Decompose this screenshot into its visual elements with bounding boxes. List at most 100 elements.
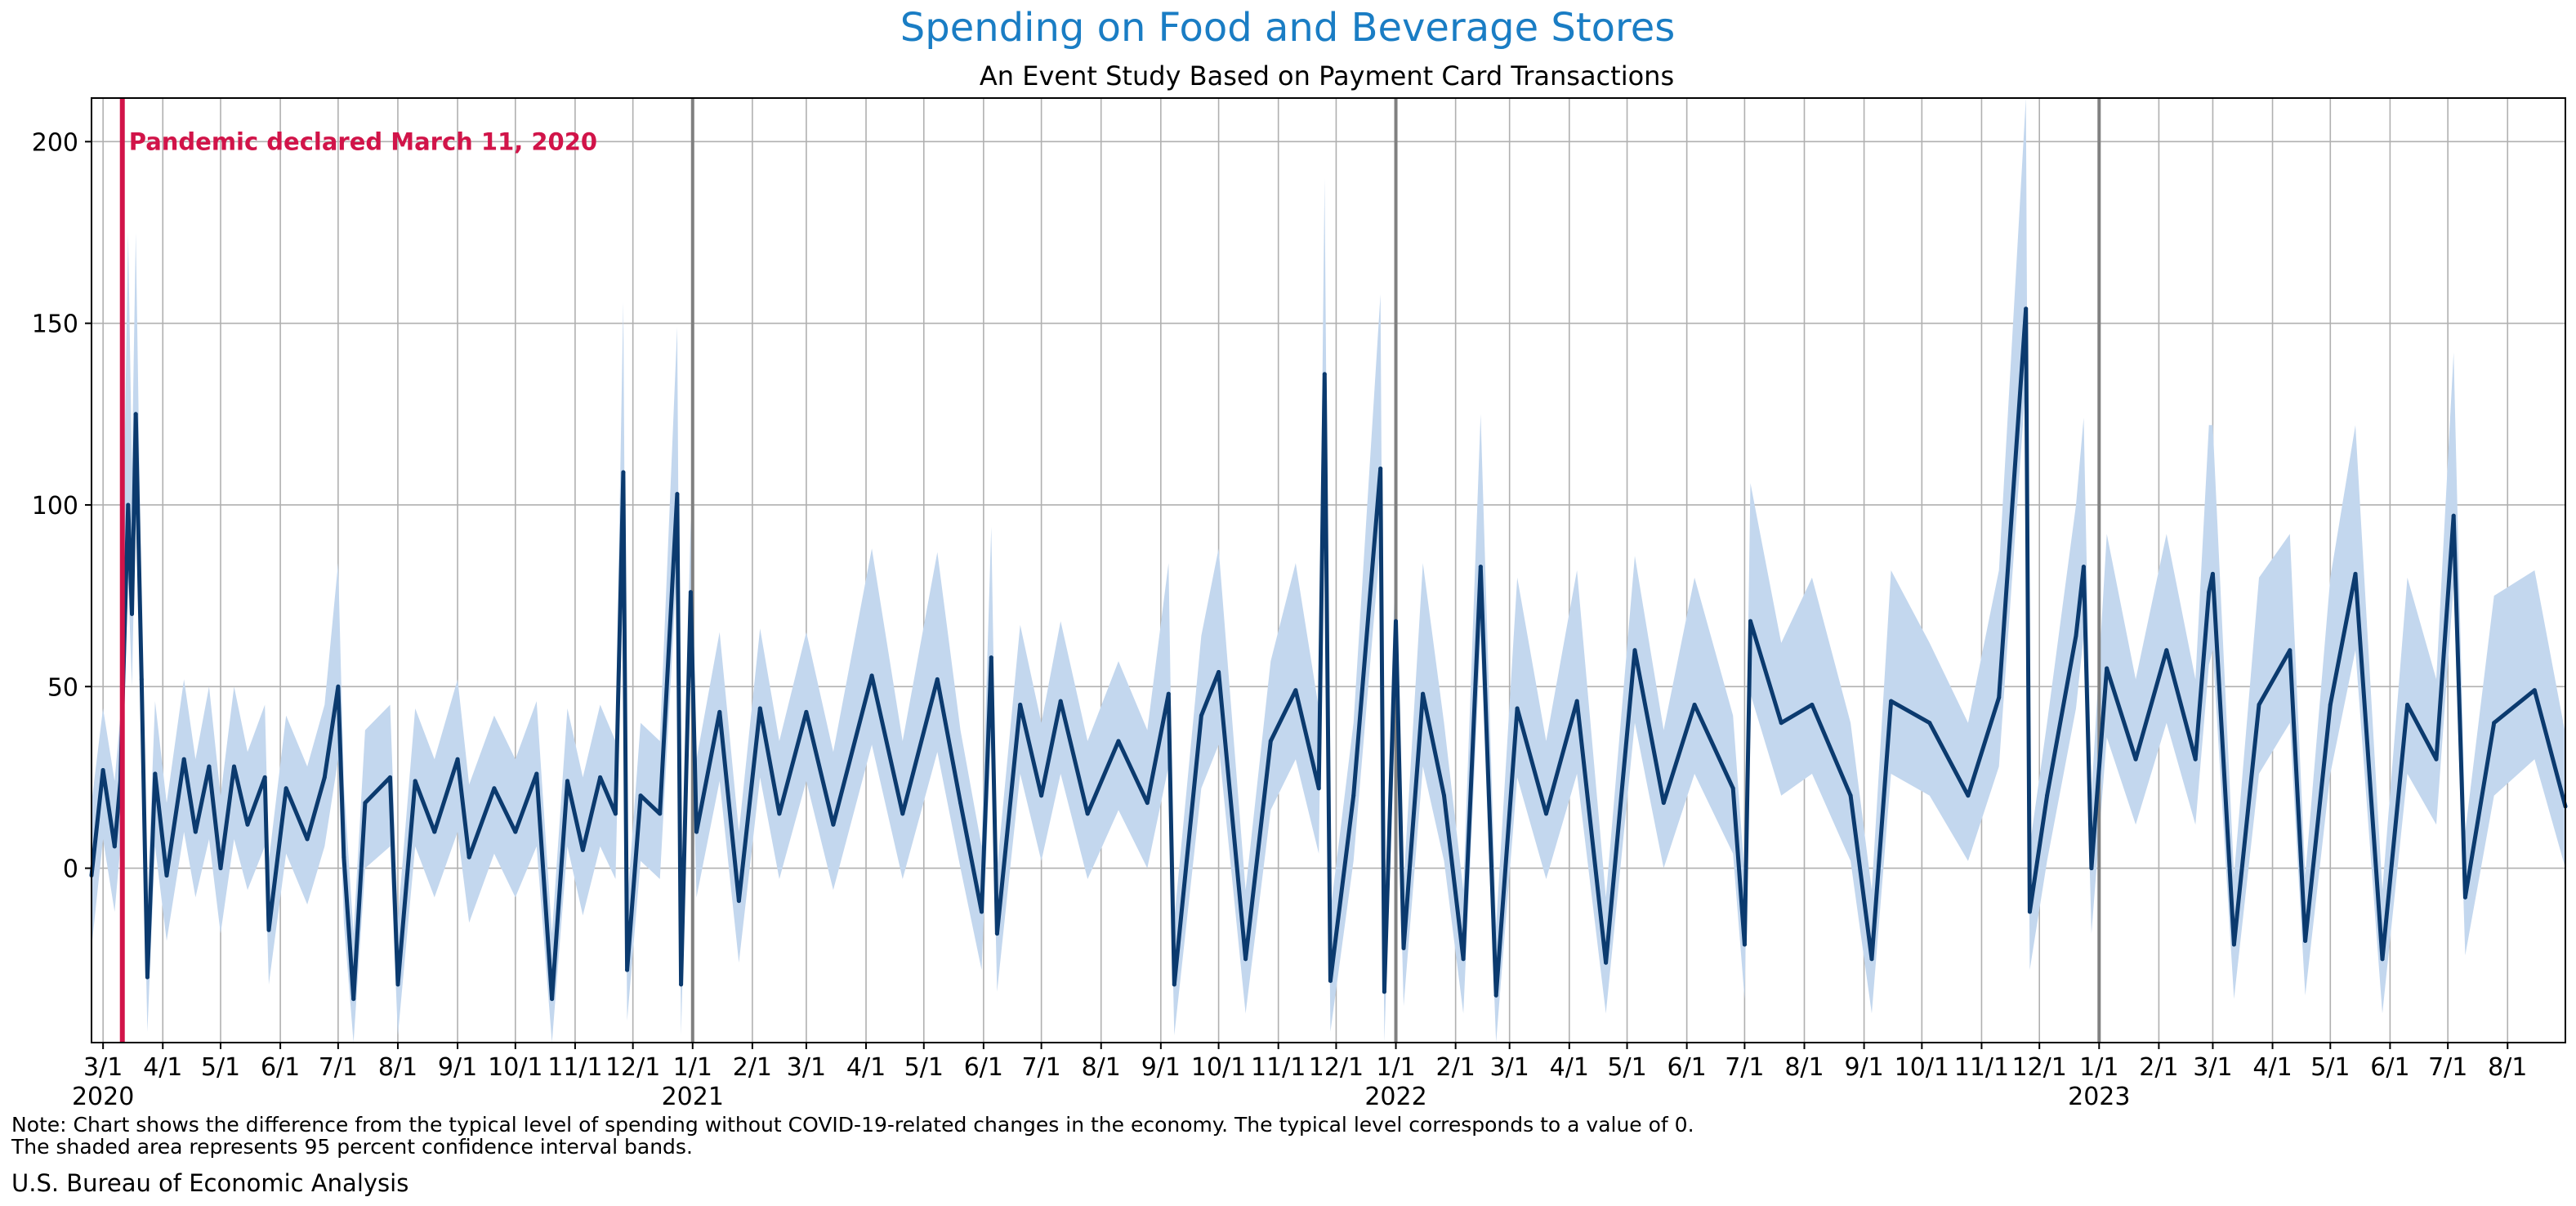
- data-point: [283, 786, 288, 791]
- x-tick-label: 2/1: [1436, 1053, 1476, 1082]
- data-point: [455, 757, 460, 762]
- x-tick-label: 2/1: [733, 1053, 772, 1082]
- data-point: [1268, 739, 1273, 744]
- data-point: [1742, 942, 1747, 947]
- y-axis: 0 50 100 150 200: [32, 128, 92, 884]
- data-point: [145, 975, 150, 980]
- x-tick-label: 8/1: [1784, 1053, 1824, 1082]
- data-point: [1692, 703, 1697, 707]
- data-point: [2328, 703, 2333, 707]
- data-point: [413, 779, 417, 784]
- x-tick-label: 10/1: [1895, 1053, 1949, 1082]
- data-point: [351, 997, 356, 1002]
- y-tick-label: 50: [47, 673, 78, 702]
- data-point: [1382, 989, 1386, 994]
- x-year-label: 2023: [2068, 1083, 2130, 1111]
- x-tick-label: 7/1: [1021, 1053, 1060, 1082]
- data-point: [1442, 793, 1446, 798]
- data-point: [935, 677, 940, 681]
- data-point: [2164, 648, 2169, 653]
- data-point: [513, 829, 518, 834]
- data-point: [153, 771, 158, 776]
- x-tick-label: 5/1: [201, 1053, 240, 1082]
- data-point: [266, 927, 271, 932]
- data-point: [1328, 978, 1333, 983]
- x-tick-label: 3/1: [83, 1053, 123, 1082]
- data-point: [1401, 945, 1406, 950]
- x-year-label: 2022: [1364, 1083, 1426, 1111]
- data-point: [777, 811, 782, 816]
- data-point: [2451, 513, 2456, 518]
- chart-title: Spending on Food and Beverage Stores: [900, 5, 1676, 51]
- x-tick-label: 4/1: [846, 1053, 886, 1082]
- data-point: [2089, 866, 2094, 871]
- data-point: [2303, 939, 2308, 943]
- data-point: [2434, 757, 2439, 762]
- data-point: [2074, 633, 2078, 638]
- data-point: [1116, 739, 1121, 744]
- data-point: [181, 757, 186, 762]
- data-point: [1199, 713, 1203, 718]
- data-point: [1217, 670, 1221, 674]
- x-tick-label: 6/1: [261, 1053, 300, 1082]
- x-tick-label: 10/1: [488, 1053, 542, 1082]
- data-point: [139, 677, 144, 681]
- data-point: [1351, 793, 1356, 798]
- x-tick-label: 3/1: [787, 1053, 826, 1082]
- x-tick-label: 7/1: [2428, 1053, 2467, 1082]
- data-point: [565, 779, 569, 784]
- data-point: [2462, 895, 2467, 900]
- data-point: [1478, 565, 1483, 570]
- data-point: [2105, 666, 2109, 671]
- data-point: [363, 801, 368, 806]
- data-point: [694, 829, 699, 834]
- data-point: [126, 502, 131, 507]
- x-tick-label: 5/1: [2310, 1053, 2350, 1082]
- y-tick-label: 150: [32, 310, 78, 339]
- data-point: [2045, 793, 2050, 798]
- plot-frame: [91, 97, 2566, 1043]
- x-tick-label: 12/1: [605, 1053, 660, 1082]
- data-point: [2353, 571, 2358, 576]
- x-tick-label: 5/1: [904, 1053, 944, 1082]
- data-point: [1515, 706, 1520, 711]
- data-point: [2532, 688, 2537, 693]
- x-tick-label: 10/1: [1191, 1053, 1246, 1082]
- x-tick-label: 6/1: [964, 1053, 1003, 1082]
- data-point: [1779, 721, 1784, 726]
- data-point: [900, 811, 905, 816]
- x-tick-label: 7/1: [1725, 1053, 1764, 1082]
- data-point: [388, 775, 392, 779]
- data-point: [130, 611, 134, 616]
- data-point: [2231, 942, 2236, 947]
- data-point: [1085, 811, 1090, 816]
- x-tick-label: 6/1: [2370, 1053, 2409, 1082]
- data-point: [688, 590, 693, 595]
- data-point: [989, 655, 993, 660]
- data-point: [1461, 957, 1466, 962]
- x-tick-label: 4/1: [143, 1053, 182, 1082]
- data-point: [432, 829, 437, 834]
- x-tick-label: 6/1: [1667, 1053, 1706, 1082]
- data-point: [2492, 721, 2497, 726]
- data-point: [831, 822, 836, 827]
- x-tick-label: 2/1: [2139, 1053, 2178, 1082]
- x-tick-label: 4/1: [1550, 1053, 1589, 1082]
- data-point: [1748, 619, 1752, 623]
- data-point: [757, 706, 762, 711]
- data-point: [958, 801, 963, 806]
- x-tick-label: 11/1: [1954, 1053, 2009, 1082]
- data-point: [717, 709, 722, 714]
- x-tick-label: 9/1: [1141, 1053, 1181, 1082]
- footnote-line-2: The shaded area represents 95 percent co…: [11, 1135, 693, 1159]
- data-point: [492, 786, 497, 791]
- data-point: [1322, 372, 1327, 377]
- data-point: [100, 768, 105, 772]
- data-point: [625, 967, 630, 972]
- data-point: [1145, 801, 1150, 806]
- data-point: [2207, 590, 2212, 595]
- data-point: [1316, 786, 1321, 791]
- plot-area: Pandemic declared March 11, 2020: [89, 97, 2568, 1043]
- data-point: [207, 764, 212, 769]
